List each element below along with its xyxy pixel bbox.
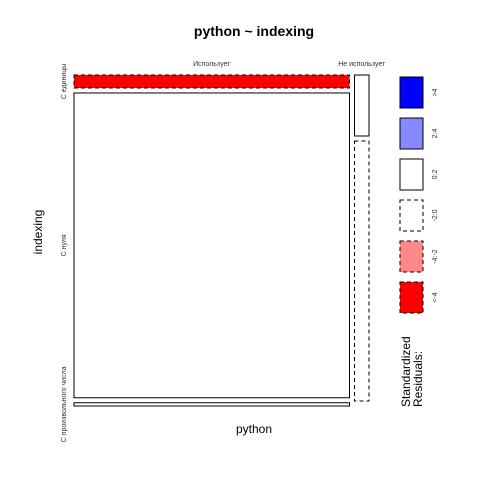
y-axis-label: indexing bbox=[31, 210, 45, 255]
mosaic-cells bbox=[74, 75, 369, 406]
legend: >42:40:2-2:0-4:-2<-4StandardizedResidual… bbox=[399, 77, 439, 407]
y-tick-label: С нуля bbox=[61, 234, 68, 256]
legend-label: >4 bbox=[432, 88, 439, 96]
x-tick-label: Не использует bbox=[338, 61, 386, 68]
legend-swatch bbox=[400, 241, 423, 272]
legend-label: 0:2 bbox=[432, 170, 439, 180]
mosaic-cell bbox=[355, 75, 370, 136]
mosaic-cell bbox=[74, 403, 350, 406]
mosaic-cell bbox=[74, 93, 350, 398]
legend-label: 2:4 bbox=[432, 129, 439, 139]
y-tick-label: С произвольного числа bbox=[61, 366, 68, 442]
mosaic-cell bbox=[74, 75, 350, 88]
x-tick-labels: Использует Не использует bbox=[193, 61, 386, 68]
chart-title: python ~ indexing bbox=[194, 23, 314, 39]
legend-swatch bbox=[400, 200, 423, 231]
x-tick-label: Использует bbox=[193, 61, 231, 68]
legend-swatch bbox=[400, 159, 423, 190]
legend-swatch bbox=[400, 77, 423, 108]
legend-swatch bbox=[400, 282, 423, 313]
legend-label: -4:-2 bbox=[432, 249, 439, 264]
legend-label: <-4 bbox=[432, 292, 439, 302]
mosaic-cell bbox=[355, 141, 370, 401]
legend-title: Residuals: bbox=[411, 351, 425, 407]
x-axis-label: python bbox=[236, 422, 272, 436]
y-tick-labels: С единицы С нуля С произвольного числа bbox=[61, 64, 68, 443]
y-tick-label: С единицы bbox=[61, 64, 68, 100]
legend-swatch bbox=[400, 118, 423, 149]
legend-label: -2:0 bbox=[432, 209, 439, 221]
